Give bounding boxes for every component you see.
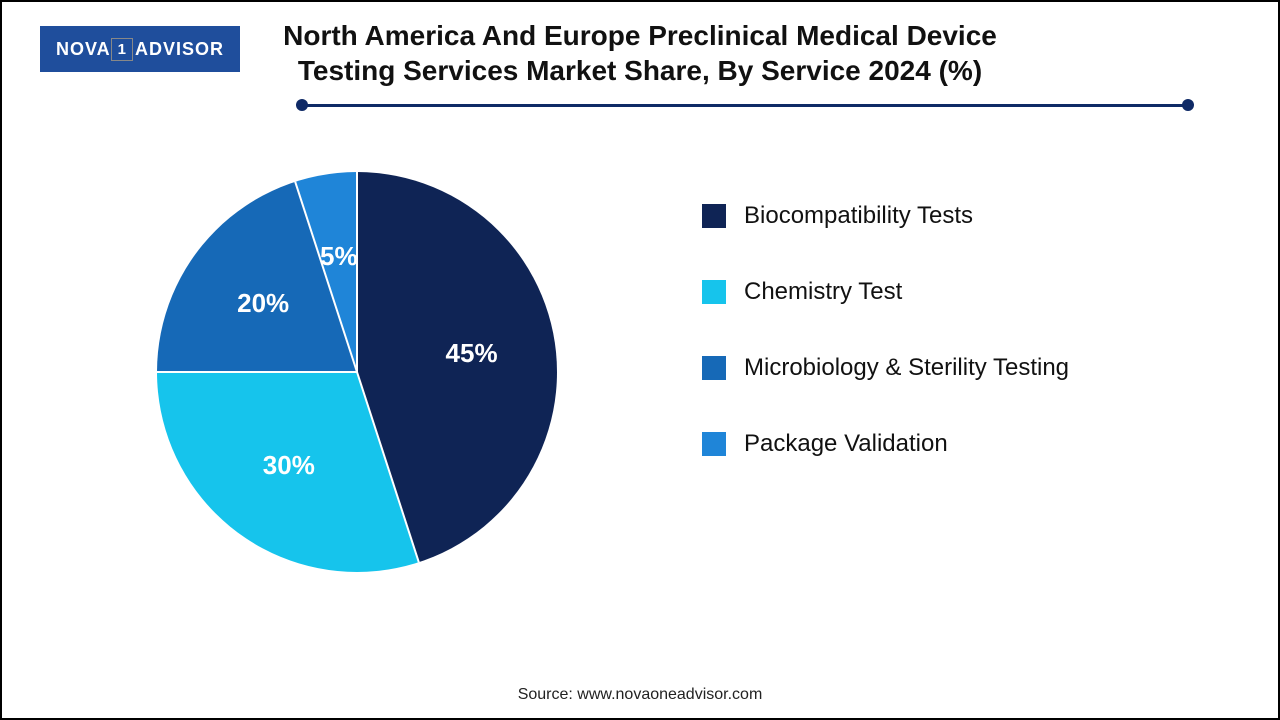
pie-chart: 45% 30% 20% 5%	[157, 172, 557, 572]
pie-pct-label: 30%	[259, 450, 319, 481]
legend-label: Chemistry Test	[744, 278, 902, 306]
pie-pct-label: 5%	[309, 241, 369, 272]
legend-item: Biocompatibility Tests	[702, 202, 1202, 230]
legend-swatch	[702, 432, 726, 456]
pie-pct-label: 45%	[442, 338, 502, 369]
legend-label: Microbiology & Sterility Testing	[744, 354, 1069, 382]
pie-pct-label: 20%	[233, 288, 293, 319]
chart-title: North America And Europe Preclinical Med…	[2, 18, 1278, 88]
chart-frame: NOVA 1 ADVISOR North America And Europe …	[0, 0, 1280, 720]
legend: Biocompatibility Tests Chemistry Test Micr…	[702, 202, 1202, 506]
legend-item: Package Validation	[702, 430, 1202, 458]
rule-dot-right	[1182, 99, 1194, 111]
pie-dividers	[157, 172, 557, 572]
legend-swatch	[702, 356, 726, 380]
source-text: Source: www.novaoneadvisor.com	[2, 686, 1278, 704]
legend-swatch	[702, 280, 726, 304]
legend-item: Microbiology & Sterility Testing	[702, 354, 1202, 382]
title-underline	[302, 104, 1188, 107]
legend-swatch	[702, 204, 726, 228]
legend-item: Chemistry Test	[702, 278, 1202, 306]
legend-label: Biocompatibility Tests	[744, 202, 973, 230]
rule-dot-left	[296, 99, 308, 111]
legend-label: Package Validation	[744, 430, 948, 458]
